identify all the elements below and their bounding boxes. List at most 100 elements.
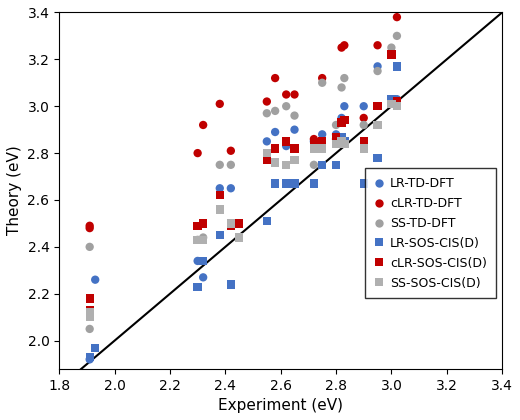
cLR-SOS-CIS(D) (271, 145, 279, 152)
cLR-TD-DFT (337, 44, 346, 51)
cLR-SOS-CIS(D) (199, 220, 207, 227)
SS-SOS-CIS(D) (337, 138, 346, 145)
SS-SOS-CIS(D) (271, 159, 279, 166)
SS-SOS-CIS(D) (387, 100, 396, 107)
cLR-SOS-CIS(D) (85, 307, 94, 314)
LR-SOS-CIS(D) (393, 63, 401, 70)
cLR-TD-DFT (263, 98, 271, 105)
LR-SOS-CIS(D) (290, 180, 298, 187)
LR-TD-DFT (216, 185, 224, 192)
SS-SOS-CIS(D) (290, 157, 298, 163)
cLR-TD-DFT (193, 150, 202, 157)
SS-SOS-CIS(D) (193, 236, 202, 243)
SS-SOS-CIS(D) (340, 140, 348, 147)
cLR-SOS-CIS(D) (393, 98, 401, 105)
cLR-SOS-CIS(D) (340, 117, 348, 123)
cLR-TD-DFT (290, 91, 298, 98)
SS-SOS-CIS(D) (85, 309, 94, 316)
cLR-TD-DFT (393, 14, 401, 21)
cLR-TD-DFT (282, 91, 290, 98)
LR-SOS-CIS(D) (193, 284, 202, 290)
LR-TD-DFT (227, 185, 235, 192)
cLR-SOS-CIS(D) (263, 157, 271, 163)
LR-SOS-CIS(D) (373, 155, 382, 161)
Y-axis label: Theory (eV): Theory (eV) (7, 146, 22, 236)
SS-TD-DFT (318, 79, 327, 86)
LR-SOS-CIS(D) (263, 218, 271, 224)
cLR-SOS-CIS(D) (235, 220, 243, 227)
cLR-SOS-CIS(D) (373, 103, 382, 110)
cLR-TD-DFT (85, 223, 94, 229)
LR-TD-DFT (282, 143, 290, 150)
LR-TD-DFT (85, 356, 94, 363)
LR-SOS-CIS(D) (85, 354, 94, 360)
SS-TD-DFT (85, 326, 94, 332)
LR-TD-DFT (332, 131, 340, 138)
SS-SOS-CIS(D) (310, 145, 318, 152)
LR-SOS-CIS(D) (359, 180, 368, 187)
cLR-TD-DFT (340, 42, 348, 49)
SS-SOS-CIS(D) (85, 314, 94, 320)
SS-TD-DFT (227, 161, 235, 168)
SS-TD-DFT (216, 161, 224, 168)
LR-SOS-CIS(D) (318, 161, 327, 168)
SS-TD-DFT (199, 234, 207, 241)
LR-TD-DFT (199, 274, 207, 281)
LR-SOS-CIS(D) (337, 133, 346, 140)
cLR-TD-DFT (227, 147, 235, 154)
SS-TD-DFT (332, 122, 340, 129)
SS-SOS-CIS(D) (318, 145, 327, 152)
SS-SOS-CIS(D) (332, 140, 340, 147)
SS-SOS-CIS(D) (235, 234, 243, 241)
LR-SOS-CIS(D) (282, 180, 290, 187)
cLR-TD-DFT (387, 49, 396, 56)
LR-TD-DFT (373, 63, 382, 70)
cLR-TD-DFT (199, 122, 207, 129)
LR-SOS-CIS(D) (340, 138, 348, 145)
SS-SOS-CIS(D) (359, 145, 368, 152)
X-axis label: Experiment (eV): Experiment (eV) (218, 398, 343, 413)
cLR-SOS-CIS(D) (310, 140, 318, 147)
SS-TD-DFT (282, 103, 290, 110)
cLR-SOS-CIS(D) (290, 145, 298, 152)
Legend: LR-TD-DFT, cLR-TD-DFT, SS-TD-DFT, LR-SOS-CIS(D), cLR-SOS-CIS(D), SS-SOS-CIS(D): LR-TD-DFT, cLR-TD-DFT, SS-TD-DFT, LR-SOS… (365, 168, 496, 298)
LR-SOS-CIS(D) (227, 281, 235, 288)
LR-TD-DFT (393, 96, 401, 102)
SS-SOS-CIS(D) (227, 220, 235, 227)
SS-TD-DFT (193, 236, 202, 243)
SS-SOS-CIS(D) (282, 161, 290, 168)
cLR-TD-DFT (216, 100, 224, 107)
LR-TD-DFT (91, 276, 99, 283)
SS-TD-DFT (387, 44, 396, 51)
cLR-SOS-CIS(D) (387, 51, 396, 58)
cLR-SOS-CIS(D) (318, 138, 327, 145)
SS-SOS-CIS(D) (216, 206, 224, 213)
LR-TD-DFT (387, 98, 396, 105)
LR-SOS-CIS(D) (271, 180, 279, 187)
cLR-TD-DFT (318, 75, 327, 81)
cLR-TD-DFT (310, 136, 318, 142)
SS-SOS-CIS(D) (393, 103, 401, 110)
LR-SOS-CIS(D) (235, 234, 243, 241)
LR-SOS-CIS(D) (310, 180, 318, 187)
cLR-SOS-CIS(D) (332, 133, 340, 140)
cLR-TD-DFT (332, 136, 340, 142)
LR-TD-DFT (340, 103, 348, 110)
cLR-TD-DFT (271, 75, 279, 81)
SS-TD-DFT (290, 112, 298, 119)
LR-TD-DFT (263, 138, 271, 145)
LR-SOS-CIS(D) (199, 257, 207, 264)
LR-TD-DFT (337, 115, 346, 121)
SS-TD-DFT (393, 32, 401, 39)
SS-TD-DFT (263, 110, 271, 117)
LR-TD-DFT (318, 131, 327, 138)
LR-TD-DFT (193, 257, 202, 264)
SS-TD-DFT (359, 122, 368, 129)
LR-SOS-CIS(D) (387, 96, 396, 102)
cLR-SOS-CIS(D) (216, 192, 224, 199)
SS-SOS-CIS(D) (373, 122, 382, 129)
cLR-TD-DFT (373, 42, 382, 49)
SS-TD-DFT (340, 75, 348, 81)
cLR-SOS-CIS(D) (85, 295, 94, 302)
SS-SOS-CIS(D) (199, 236, 207, 243)
